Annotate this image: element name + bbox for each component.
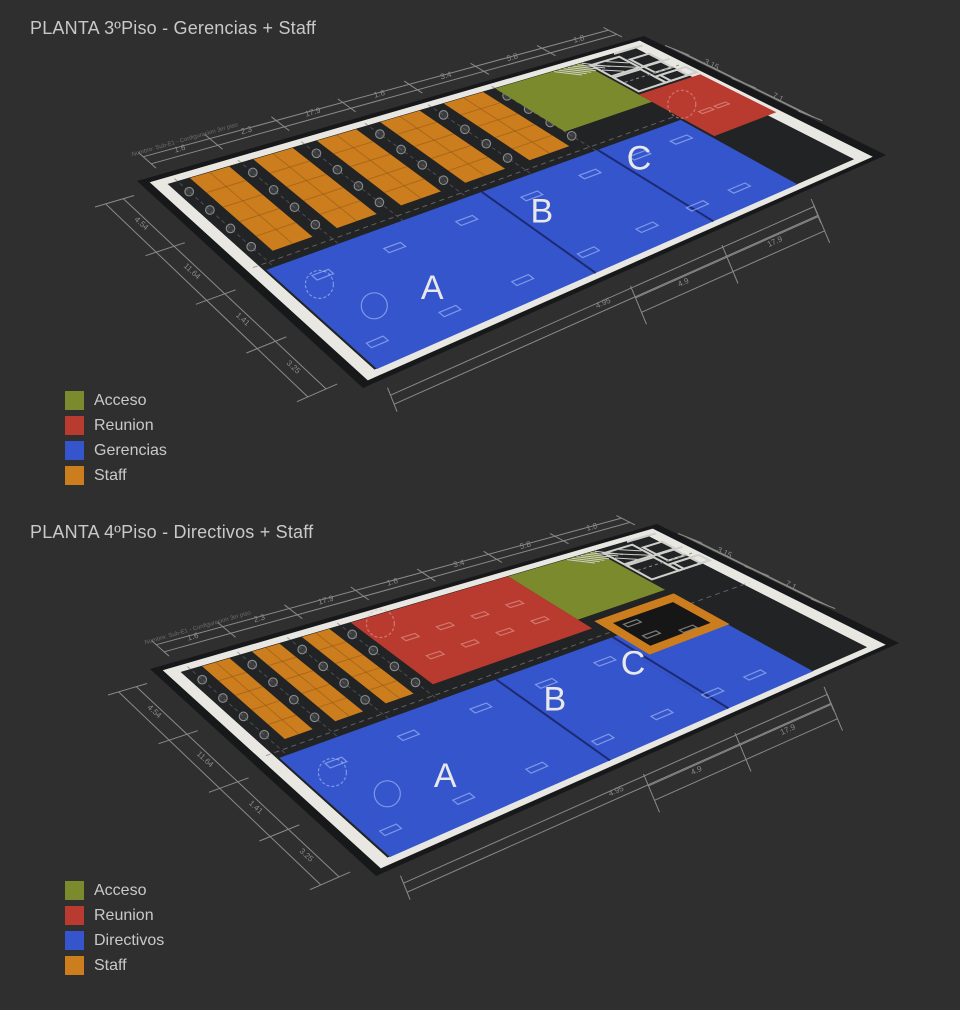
svg-text:17.9: 17.9: [779, 722, 797, 737]
svg-text:B: B: [544, 680, 567, 718]
svg-text:3.25: 3.25: [298, 846, 316, 864]
svg-text:2.3: 2.3: [253, 612, 267, 624]
svg-text:C: C: [621, 645, 646, 683]
svg-text:1.6: 1.6: [386, 576, 400, 588]
svg-text:1.6: 1.6: [186, 631, 200, 643]
svg-text:11.64: 11.64: [195, 749, 216, 769]
svg-text:Nombre: Sub-E1 - Configuracion: Nombre: Sub-E1 - Configuracion 3er piso: [144, 610, 252, 646]
svg-text:A: A: [434, 757, 457, 795]
svg-text:1.41: 1.41: [247, 799, 265, 817]
svg-text:3.4: 3.4: [452, 558, 466, 570]
svg-text:4.54: 4.54: [146, 703, 164, 721]
svg-text:5.8: 5.8: [519, 539, 533, 551]
svg-text:1.8: 1.8: [585, 521, 599, 533]
